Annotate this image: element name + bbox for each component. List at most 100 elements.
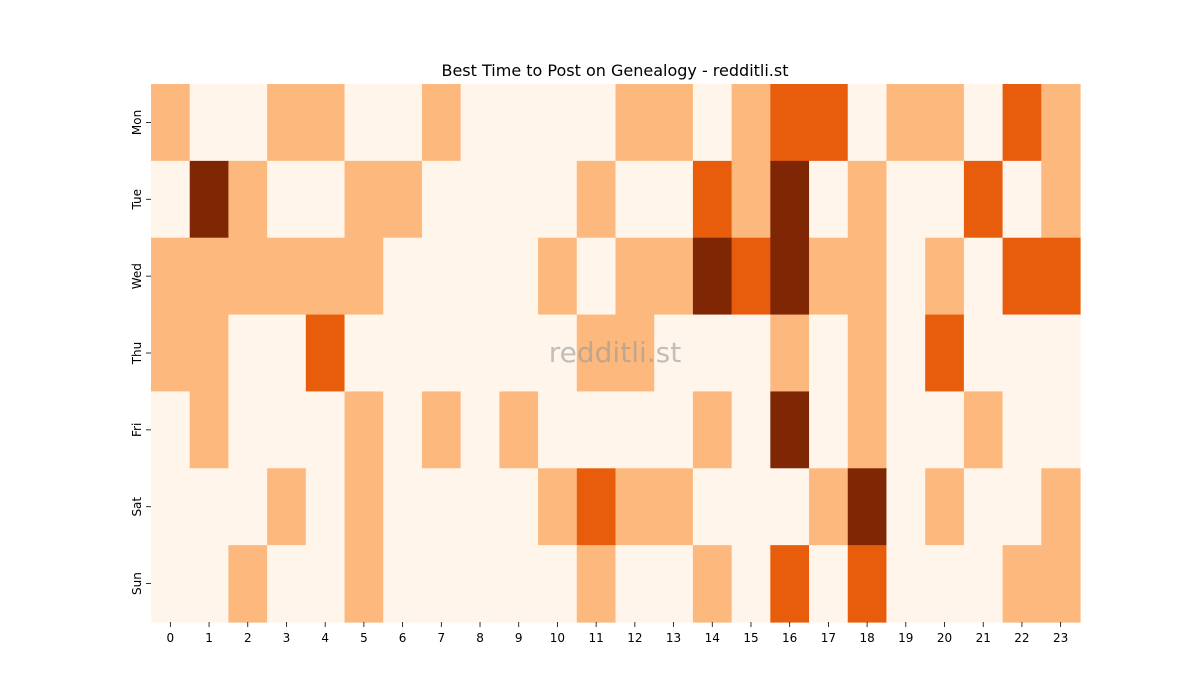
heatmap-cell bbox=[1041, 84, 1081, 162]
heatmap-cell bbox=[383, 391, 423, 469]
x-tick-label: 20 bbox=[937, 631, 952, 645]
heatmap-cell bbox=[731, 391, 771, 469]
heatmap-cell bbox=[576, 160, 617, 239]
heatmap-cell bbox=[925, 237, 965, 316]
heatmap-cell bbox=[847, 545, 888, 623]
heatmap-cell bbox=[654, 391, 694, 469]
y-tick-label: Tue bbox=[130, 189, 144, 211]
heatmap-cell bbox=[770, 468, 810, 546]
x-tick-label: 14 bbox=[705, 631, 720, 645]
heatmap-cell bbox=[228, 314, 268, 393]
heatmap-cell bbox=[460, 84, 500, 162]
x-tick-label: 15 bbox=[743, 631, 758, 645]
heatmap-cell bbox=[886, 314, 926, 393]
heatmap-cell bbox=[499, 160, 539, 239]
heatmap-cell bbox=[460, 237, 500, 316]
heatmap-cell bbox=[925, 545, 965, 623]
heatmap-cell bbox=[654, 468, 694, 546]
heatmap-cell bbox=[151, 314, 191, 393]
y-axis-ticks: Mon Tue Wed Thu Fri Sat Sun bbox=[130, 110, 151, 595]
heatmap-cell bbox=[1002, 468, 1042, 546]
heatmap-cell bbox=[731, 84, 771, 162]
heatmap-cell bbox=[189, 314, 230, 393]
heatmap-cell bbox=[654, 84, 694, 162]
heatmap-cell bbox=[151, 237, 191, 316]
heatmap-cell bbox=[305, 160, 346, 239]
x-tick-label: 12 bbox=[627, 631, 642, 645]
x-tick-label: 7 bbox=[437, 631, 445, 645]
heatmap-cell bbox=[538, 314, 578, 393]
heatmap-cell bbox=[925, 391, 965, 469]
heatmap-cell bbox=[731, 237, 771, 316]
heatmap-cell bbox=[538, 468, 578, 546]
heatmap-cell bbox=[305, 237, 346, 316]
heatmap-cell bbox=[576, 545, 617, 623]
y-tick-label: Wed bbox=[130, 263, 144, 289]
heatmap-cell bbox=[499, 84, 539, 162]
heatmap-cell bbox=[538, 84, 578, 162]
heatmap-cell bbox=[886, 468, 926, 546]
heatmap-cell bbox=[499, 468, 539, 546]
heatmap-cell bbox=[809, 237, 849, 316]
heatmap-cell bbox=[770, 237, 810, 316]
heatmap-cell bbox=[886, 84, 926, 162]
heatmap-cell bbox=[267, 314, 307, 393]
heatmap-cell bbox=[654, 237, 694, 316]
heatmap-cell bbox=[963, 314, 1004, 393]
heatmap-cell bbox=[151, 160, 191, 239]
heatmap-cell bbox=[383, 468, 423, 546]
x-tick-label: 18 bbox=[859, 631, 874, 645]
chart-title: Best Time to Post on Genealogy - redditl… bbox=[441, 61, 788, 80]
heatmap-cell bbox=[189, 237, 230, 316]
x-tick-label: 11 bbox=[589, 631, 604, 645]
heatmap-cell bbox=[421, 237, 462, 316]
heatmap-cell bbox=[770, 160, 810, 239]
heatmap-cell bbox=[692, 160, 733, 239]
heatmap-cell bbox=[344, 468, 384, 546]
heatmap-cell bbox=[809, 468, 849, 546]
heatmap-cell bbox=[267, 160, 307, 239]
heatmap-cell bbox=[344, 391, 384, 469]
heatmap-cell bbox=[692, 314, 733, 393]
heatmap-cell bbox=[305, 545, 346, 623]
heatmap-cell bbox=[847, 237, 888, 316]
heatmap-cell bbox=[847, 468, 888, 546]
x-tick-label: 3 bbox=[283, 631, 291, 645]
heatmap-cell bbox=[1041, 545, 1081, 623]
heatmap-cell bbox=[615, 237, 655, 316]
heatmap-cell bbox=[963, 391, 1004, 469]
x-tick-label: 0 bbox=[167, 631, 175, 645]
heatmap-cell bbox=[1002, 84, 1042, 162]
heatmap-cell bbox=[1002, 314, 1042, 393]
heatmap-cell bbox=[963, 237, 1004, 316]
heatmap-cell bbox=[847, 391, 888, 469]
heatmap-cell bbox=[538, 237, 578, 316]
heatmap-cell bbox=[809, 84, 849, 162]
watermark: redditli.st bbox=[549, 336, 681, 369]
heatmap-cell bbox=[228, 545, 268, 623]
y-tick-label: Mon bbox=[130, 110, 144, 135]
heatmap-cell bbox=[576, 237, 617, 316]
heatmap-cell bbox=[692, 468, 733, 546]
heatmap-cell bbox=[228, 237, 268, 316]
heatmap-cell bbox=[228, 391, 268, 469]
heatmap-cell bbox=[615, 314, 655, 393]
heatmap-cell bbox=[499, 237, 539, 316]
heatmap-cell bbox=[421, 314, 462, 393]
heatmap-cell bbox=[267, 468, 307, 546]
heatmap-cell bbox=[460, 545, 500, 623]
heatmap-cell bbox=[963, 545, 1004, 623]
heatmap-cell bbox=[499, 391, 539, 469]
heatmap-cell bbox=[886, 391, 926, 469]
heatmap-cell bbox=[421, 391, 462, 469]
x-tick-label: 6 bbox=[399, 631, 407, 645]
heatmap-cell bbox=[809, 160, 849, 239]
heatmap-cell bbox=[886, 160, 926, 239]
heatmap-cell bbox=[538, 160, 578, 239]
heatmap-cell bbox=[886, 237, 926, 316]
heatmap-cell bbox=[654, 160, 694, 239]
heatmap-cell bbox=[1041, 237, 1081, 316]
heatmap-cell bbox=[228, 468, 268, 546]
x-tick-label: 5 bbox=[360, 631, 368, 645]
x-tick-label: 2 bbox=[244, 631, 252, 645]
